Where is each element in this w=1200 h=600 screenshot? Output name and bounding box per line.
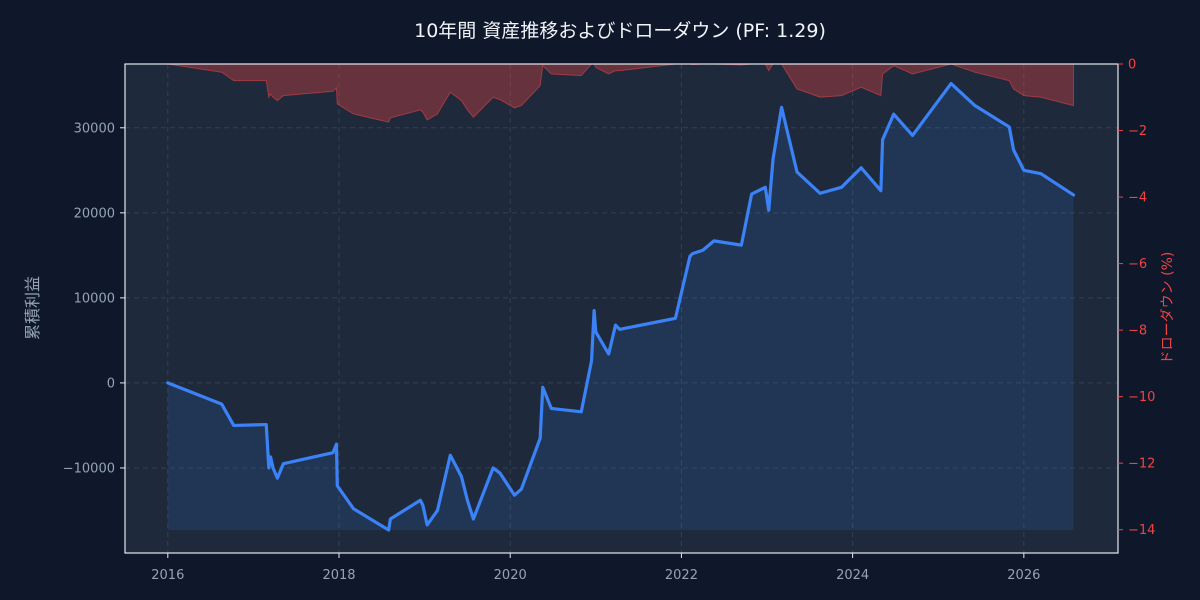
series-layer [166, 63, 1076, 532]
equity-area [167, 83, 1074, 531]
y-axis-label: 累積利益 [23, 276, 42, 340]
y2-tick-label: −8 [1128, 324, 1147, 339]
y2-tick-label: 0 [1128, 58, 1136, 73]
equity-line [166, 81, 1076, 532]
y-tick-label: 0 [107, 376, 115, 391]
y-tick-label: 30000 [74, 121, 115, 136]
y-tick-label: 10000 [74, 291, 115, 306]
x-tick-label: 2026 [1007, 568, 1040, 583]
chart-title: 10年間 資産推移およびドローダウン (PF: 1.29) [414, 20, 826, 42]
x-tick-label: 2020 [494, 568, 527, 583]
y2-tick-label: −6 [1128, 257, 1147, 272]
plot-frame [124, 63, 1119, 554]
axes: 2016 2018 2020 2022 2024 2026 −10000 0 10000 2000… [63, 58, 1156, 584]
plot-area [125, 64, 1118, 553]
y-tick-label: 20000 [74, 206, 115, 221]
y-tick-label: −10000 [63, 461, 115, 476]
x-tick-label: 2024 [836, 568, 869, 583]
y2-axis-label: ドローダウン (%) [1160, 252, 1176, 365]
y2-tick-label: −12 [1128, 457, 1155, 472]
y2-tick-label: −2 [1128, 124, 1147, 139]
x-tick-label: 2016 [151, 568, 184, 583]
x-tick-label: 2018 [322, 568, 355, 583]
y2-tick-label: −14 [1128, 523, 1155, 538]
grid [125, 64, 1118, 553]
y2-tick-label: −10 [1128, 390, 1155, 405]
x-tick-label: 2022 [665, 568, 698, 583]
y2-tick-label: −4 [1128, 191, 1147, 206]
